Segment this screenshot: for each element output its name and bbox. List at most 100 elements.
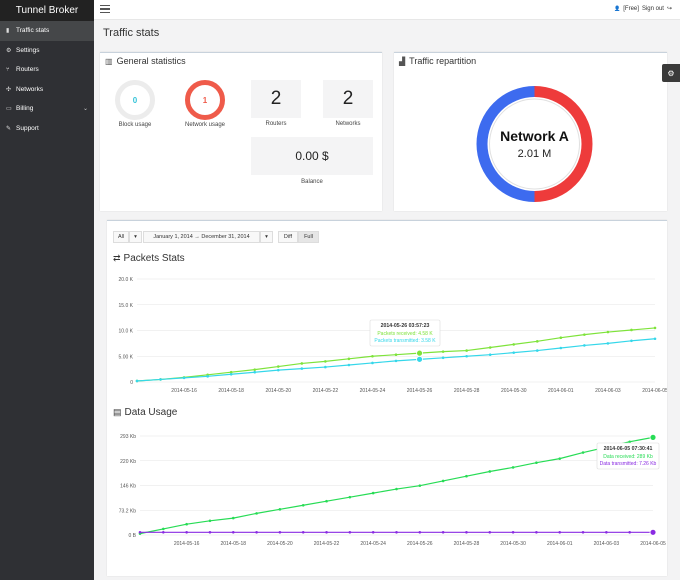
range-all-caret[interactable]: ▾ [129, 231, 142, 243]
donut-segment-red[interactable] [534, 86, 593, 202]
sidebar-item-label: Routers [16, 66, 39, 74]
donut-center-value: 2.01 M [518, 148, 552, 160]
tooltip-box [596, 442, 660, 470]
data-point [278, 530, 282, 534]
menu-toggle-icon[interactable] [100, 5, 110, 13]
data-usage-heading: ▤ Data Usage [113, 407, 177, 418]
balance-label: Balance [301, 179, 323, 185]
data-point [511, 530, 515, 534]
data-point [465, 474, 468, 478]
highlighted-point [416, 349, 423, 357]
x-tick-label: 2014-05-28 [454, 541, 480, 547]
y-tick-label: 15.0 K [119, 303, 134, 309]
y-tick-label: 10.0 K [119, 329, 134, 335]
network-usage-gauge: 1 [185, 80, 225, 120]
data-point [488, 470, 492, 473]
data-point [208, 519, 212, 523]
data-point [371, 361, 374, 365]
data-point [301, 503, 305, 507]
data-point [300, 362, 304, 365]
data-point [394, 353, 398, 357]
sidebar-item-settings[interactable]: ⚙ Settings [0, 41, 94, 61]
data-point [559, 336, 563, 340]
donut-hover-ring [489, 98, 580, 190]
sidebar-item-traffic-stats[interactable]: ▮ Traffic stats [0, 21, 94, 41]
data-point [135, 379, 139, 383]
networks-count: 2 [342, 88, 354, 109]
block-usage-label: Block usage [118, 122, 152, 128]
chevron-down-icon[interactable]: ⌄ [82, 106, 88, 113]
sidebar-item-billing[interactable]: ▭ Billing ⌄ [0, 99, 94, 119]
data-point [371, 530, 375, 534]
date-range-picker[interactable]: January 1, 2014 → December 31, 2014 [143, 231, 260, 243]
data-point [418, 530, 422, 534]
gear-icon: ⚙ [6, 47, 12, 54]
packets-stats-title: Packets Stats [123, 253, 185, 264]
x-tick-label: 2014-05-26 [407, 388, 433, 394]
networks-label: Networks [335, 121, 361, 127]
data-point [465, 349, 468, 352]
x-tick-label: 2014-05-20 [265, 388, 291, 394]
range-all-button[interactable]: All [113, 231, 129, 243]
sign-out-icon[interactable]: ↪ [666, 6, 672, 12]
x-tick-label: 2014-06-05 [642, 388, 667, 394]
sign-out-link[interactable]: Sign out [641, 5, 664, 12]
donut-segment-blue[interactable] [476, 86, 535, 202]
routers-count-box: 2 [251, 80, 301, 118]
block-usage-value: 0 [132, 95, 138, 105]
x-tick-label: 2014-06-01 [548, 388, 574, 394]
data-point [394, 359, 398, 363]
data-point [229, 372, 233, 376]
data-point [606, 342, 610, 345]
plan-badge: [Free] [623, 5, 639, 12]
x-tick-label: 2014-05-24 [360, 388, 386, 394]
x-tick-label: 2014-06-05 [640, 541, 666, 547]
data-point [348, 530, 352, 534]
balance-value: 0.00 $ [295, 149, 329, 163]
data-point [324, 360, 327, 363]
network-usage-label: Network usage [184, 122, 226, 128]
routers-count: 2 [270, 88, 282, 109]
signal-bars-icon: ▟ [399, 56, 406, 66]
date-range-caret[interactable]: ▾ [260, 231, 273, 243]
diff-button[interactable]: Diff [278, 231, 298, 243]
highlighted-point [649, 528, 657, 536]
data-point [628, 440, 631, 444]
data-point [182, 376, 186, 380]
data-point [559, 346, 563, 350]
general-statistics-panel: ▥ General statistics 0 Block usage 1 Net… [100, 52, 382, 211]
sidebar-item-routers[interactable]: ⑂ Routers [0, 60, 94, 80]
data-point [512, 343, 516, 346]
data-point [558, 457, 562, 460]
data-point [558, 530, 562, 534]
data-point [535, 349, 539, 352]
data-point [535, 340, 539, 343]
tooltip-title: 2014-05-26 03:57:23 [381, 323, 430, 329]
sidebar-item-support[interactable]: ✎ Support [0, 119, 94, 139]
x-tick-label: 2014-06-01 [547, 541, 573, 547]
data-point [395, 530, 398, 534]
data-point [465, 354, 468, 358]
page-title: Traffic stats [103, 27, 160, 39]
x-tick-label: 2014-06-03 [595, 388, 621, 394]
data-point [371, 491, 375, 495]
tooltip-line-1: Packets received: 4.58 K [377, 331, 433, 337]
chart-tooltip: 2014-05-26 03:57:23 Packets received: 4.5… [369, 319, 441, 347]
data-point [465, 530, 468, 534]
data-point [441, 530, 445, 534]
x-tick-label: 2014-05-30 [501, 388, 527, 394]
top-navbar: 👤 [Free] Sign out ↪ [94, 0, 680, 20]
data-point [371, 354, 374, 358]
highlighted-point [649, 433, 657, 441]
data-usage-title: Data Usage [124, 407, 178, 418]
tooltip-line-2: Data transmitted: 7.26 Kb [600, 461, 657, 467]
data-point [512, 351, 516, 354]
sidebar-item-networks[interactable]: ✣ Networks [0, 80, 94, 100]
full-button[interactable]: Full [298, 231, 319, 243]
data-point [583, 344, 586, 347]
data-point [229, 370, 233, 374]
data-point [535, 530, 538, 534]
exchange-arrows-icon: ⇄ [113, 253, 121, 263]
settings-gear-button[interactable]: ⚙ [662, 64, 680, 82]
brand-logo[interactable]: Tunnel Broker [0, 0, 94, 21]
